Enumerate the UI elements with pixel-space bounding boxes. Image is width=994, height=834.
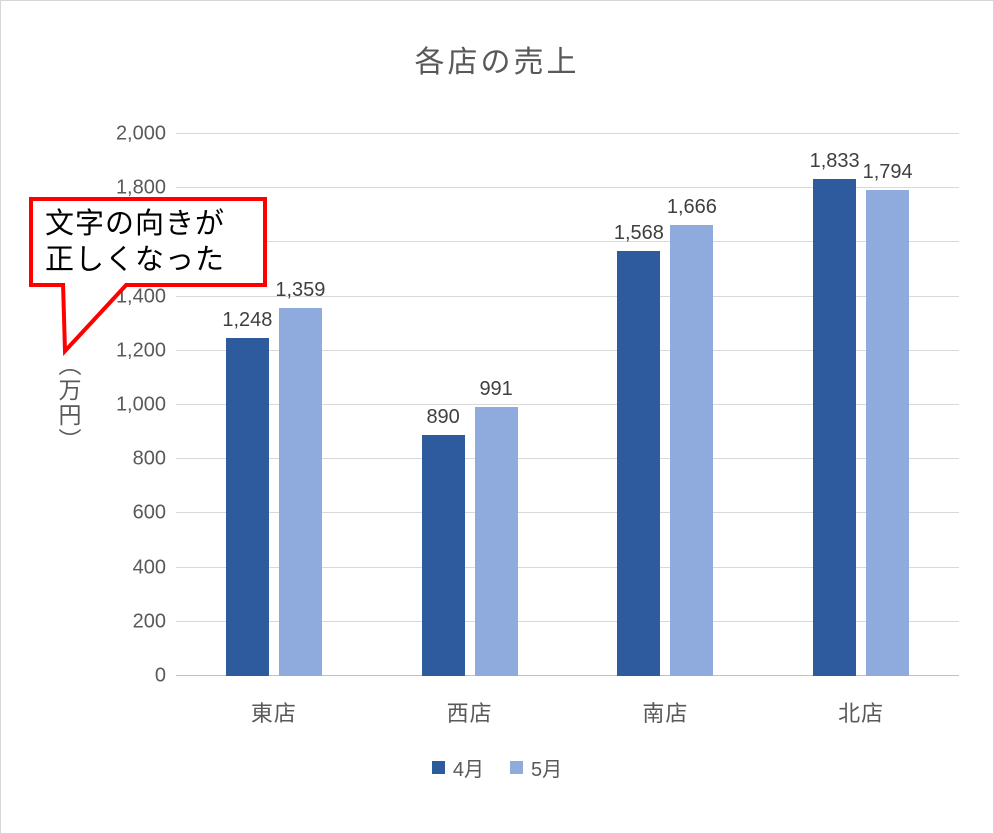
x-axis-label-東店: 東店 [250, 701, 297, 726]
bar-group-北店: 1,833 1,794 [763, 134, 959, 676]
legend-label: 4月 [452, 759, 484, 781]
bar-5月-西店[interactable]: 991 [474, 378, 518, 676]
gridline [176, 133, 959, 134]
gridline [176, 512, 959, 514]
legend: 4月 5月 [1, 753, 993, 782]
legend-swatch-icon [431, 761, 445, 774]
gridlines [176, 133, 959, 676]
gridline [176, 295, 959, 297]
bar-group-西店: 890 991 [372, 134, 568, 676]
callout-text-line: 正しくなった [45, 244, 226, 276]
gridline [176, 458, 959, 460]
y-tick-label: 1,800 [115, 176, 166, 199]
gridline [176, 620, 959, 622]
bar-group-東店: 1,248 1,359 [176, 134, 372, 676]
bar-4月-東店[interactable]: 1,248 [222, 309, 272, 676]
data-label: 1,666 [666, 195, 717, 218]
y-tick-label: 800 [132, 447, 166, 470]
bar-5月-南店[interactable]: 1,666 [667, 196, 717, 676]
data-label: 890 [426, 405, 460, 428]
legend-item-5月[interactable]: 5月 [510, 753, 562, 782]
data-label: 1,359 [275, 278, 326, 301]
bar-group-南店: 1,568 1,666 [568, 134, 764, 676]
callout-tail [61, 283, 130, 356]
gridline [176, 404, 959, 405]
y-tick-label: 400 [132, 556, 166, 579]
y-tick-label: 200 [132, 610, 166, 633]
bar-groups: 1,248 1,359 890 991 1,568 1,666 1,833 1,794 [176, 134, 959, 676]
data-label: 1,568 [613, 222, 664, 245]
plot-area: 1,248 1,359 890 991 1,568 1,666 1,833 1,794 [176, 133, 959, 676]
data-label: 1,794 [862, 160, 913, 183]
data-label: 1,248 [222, 308, 273, 331]
legend-item-4月[interactable]: 4月 [431, 753, 484, 782]
gridline [176, 187, 959, 189]
bar-4月-北店[interactable]: 1,833 [810, 150, 860, 676]
x-axis-label-北店: 北店 [838, 701, 885, 726]
y-tick-label: 0 [154, 664, 166, 687]
gridline [176, 241, 959, 243]
y-tick-label: 600 [132, 501, 166, 524]
y-tick-label: 2,000 [115, 122, 166, 145]
bar-5月-東店[interactable]: 1,359 [275, 279, 325, 676]
y-tick-label: 1,400 [115, 285, 166, 308]
x-axis-labels: 東店 西店 南店 北店 [176, 696, 959, 728]
bar-4月-西店[interactable]: 890 [421, 406, 465, 676]
callout-shape[interactable]: 文字の向きが 正しくなった [29, 197, 267, 287]
callout-text-line: 文字の向きが [45, 208, 226, 240]
x-axis-line [176, 675, 959, 676]
y-tick-label: 1,200 [115, 339, 166, 362]
bar-5月-北店[interactable]: 1,794 [863, 161, 913, 676]
x-axis-label-西店: 西店 [446, 701, 493, 726]
gridline [176, 566, 959, 568]
x-axis-label-南店: 南店 [642, 701, 689, 726]
gridline [176, 349, 959, 351]
bar-4月-南店[interactable]: 1,568 [614, 222, 664, 676]
legend-label: 5月 [531, 759, 563, 781]
data-label: 1,833 [809, 150, 860, 173]
data-label: 991 [479, 378, 513, 401]
y-axis-title[interactable]: （万円） [55, 353, 81, 453]
legend-swatch-icon [510, 761, 523, 774]
chart-title[interactable]: 各店の売上 [414, 46, 580, 79]
y-tick-label: 1,000 [115, 393, 166, 416]
